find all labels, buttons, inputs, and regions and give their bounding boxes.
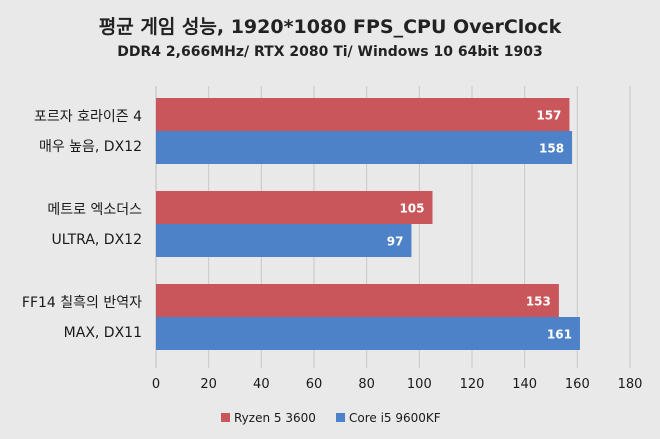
data-label: 161 <box>547 328 572 342</box>
bar <box>156 317 580 350</box>
category-label: 메트로 엑소더스 <box>47 202 142 218</box>
category-label: 포르자 호라이즌 4 <box>34 109 142 125</box>
x-tick-label: 180 <box>618 377 643 392</box>
x-tick-label: 160 <box>565 377 590 392</box>
bar <box>156 224 412 257</box>
data-label: 153 <box>526 295 551 309</box>
category-label: 매우 높음, DX12 <box>39 139 142 155</box>
bar <box>156 284 559 317</box>
category-label: FF14 칠흑의 반역자 <box>22 294 142 311</box>
legend-label: Ryzen 5 3600 <box>234 411 316 425</box>
category-label: MAX, DX11 <box>64 325 142 341</box>
data-label: 97 <box>387 235 404 249</box>
x-tick-label: 80 <box>358 377 375 392</box>
x-tick-label: 60 <box>306 377 323 392</box>
bar <box>156 98 570 131</box>
x-tick-label: 40 <box>253 377 270 392</box>
x-tick-label: 20 <box>200 377 217 392</box>
legend-swatch <box>336 413 345 422</box>
data-label: 158 <box>539 142 564 156</box>
x-tick-label: 0 <box>152 377 160 392</box>
x-tick-label: 100 <box>407 377 432 392</box>
bar <box>156 131 573 164</box>
category-label: ULTRA, DX12 <box>52 232 143 248</box>
legend-label: Core i5 9600KF <box>349 411 441 425</box>
legend-swatch <box>221 413 230 422</box>
chart-title: 평균 게임 성능, 1920*1080 FPS_CPU OverClock <box>98 16 562 38</box>
x-tick-label: 120 <box>460 377 485 392</box>
bar <box>156 191 433 224</box>
x-tick-label: 140 <box>512 377 537 392</box>
data-label: 105 <box>399 202 424 216</box>
data-label: 157 <box>536 109 561 123</box>
chart-subtitle: DDR4 2,666MHz/ RTX 2080 Ti/ Windows 10 6… <box>117 44 543 60</box>
